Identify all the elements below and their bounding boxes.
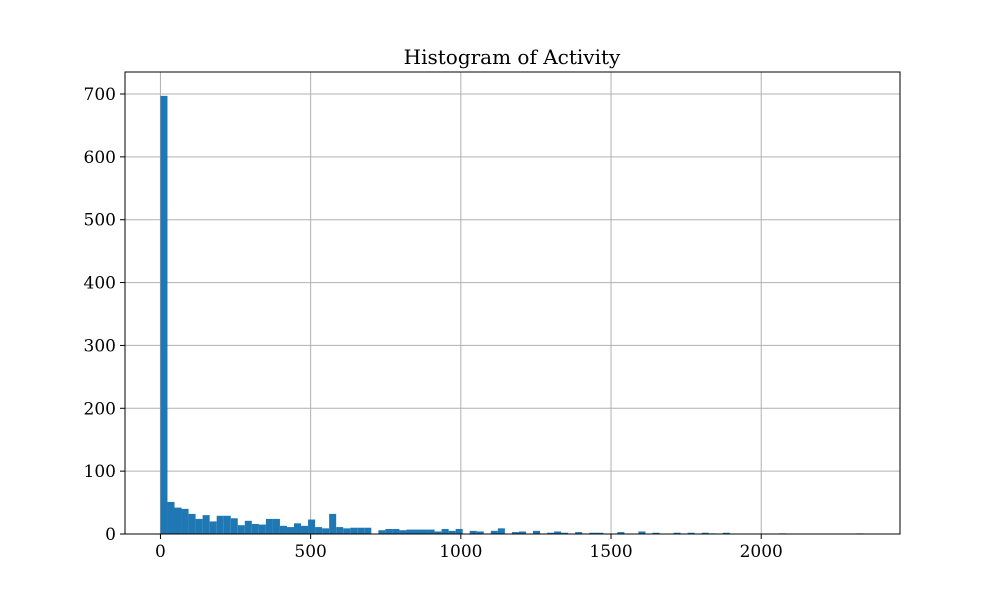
- histogram-bar: [427, 529, 435, 534]
- histogram-bar: [673, 532, 681, 534]
- histogram-bar: [160, 95, 168, 534]
- histogram-bar: [701, 532, 709, 534]
- y-axis: 0 100 200 300 400 500 600 700: [84, 85, 125, 545]
- x-axis: 0 500 1000 1500 2000: [155, 534, 783, 562]
- histogram-bar: [174, 507, 182, 534]
- plot-frame: [124, 71, 901, 535]
- x-tick-label: 1500: [589, 542, 632, 562]
- histogram-bar: [652, 532, 660, 534]
- histogram-bar: [315, 527, 323, 534]
- y-tick-label: 500: [84, 211, 116, 231]
- histogram-bar: [251, 523, 259, 534]
- histogram-bar: [596, 532, 604, 534]
- histogram-bar: [561, 532, 569, 534]
- histogram-bar: [547, 532, 555, 534]
- histogram-bar: [364, 527, 372, 534]
- histogram-bar: [476, 531, 484, 534]
- histogram-bar: [589, 532, 597, 534]
- histogram-bars: [160, 95, 864, 534]
- histogram-bar: [687, 532, 695, 534]
- histogram-bar: [406, 529, 414, 534]
- histogram-bar: [378, 530, 386, 534]
- histogram-bar: [554, 531, 562, 534]
- y-tick-label: 600: [84, 148, 116, 168]
- y-tick-label: 200: [84, 399, 116, 419]
- histogram-bar: [301, 525, 309, 534]
- histogram-bar: [188, 513, 196, 534]
- histogram-bar: [448, 530, 456, 534]
- histogram-bar: [293, 523, 302, 534]
- histogram-bar: [223, 515, 231, 534]
- histogram-bar: [575, 532, 583, 534]
- histogram-bar: [244, 520, 252, 534]
- histogram-bar: [490, 530, 498, 534]
- histogram-bar: [413, 529, 421, 534]
- y-tick-label: 100: [84, 462, 116, 482]
- histogram-bar: [469, 530, 477, 534]
- histogram-bar: [286, 527, 294, 534]
- histogram-bar: [722, 532, 730, 534]
- histogram-bar: [497, 528, 505, 534]
- x-tick-label: 500: [294, 542, 326, 562]
- histogram-bar: [420, 529, 428, 534]
- histogram-bar: [195, 518, 203, 534]
- histogram-bar: [385, 528, 393, 534]
- histogram-bar: [532, 530, 541, 534]
- histogram-bar: [265, 518, 273, 534]
- x-tick-label: 1000: [439, 542, 482, 562]
- histogram-bar: [329, 513, 337, 534]
- y-tick-label: 400: [84, 274, 116, 294]
- histogram-bar: [230, 518, 238, 534]
- histogram-bar: [336, 527, 344, 534]
- histogram-bar: [308, 519, 316, 534]
- histogram-bar: [258, 524, 266, 534]
- histogram-bar: [455, 528, 463, 534]
- histogram-bar: [343, 528, 351, 534]
- histogram-bar: [202, 515, 210, 534]
- histogram-bar: [209, 521, 217, 534]
- histogram-bar: [441, 528, 449, 534]
- histogram-bar: [181, 508, 189, 534]
- histogram-bar: [279, 525, 287, 534]
- histogram-bar: [350, 527, 358, 534]
- histogram-bar: [167, 501, 175, 534]
- histogram-bar: [237, 525, 245, 534]
- grid-lines: [125, 72, 900, 535]
- histogram-bar: [511, 532, 519, 534]
- y-tick-label: 700: [84, 85, 116, 105]
- histogram-bar: [617, 532, 625, 534]
- x-tick-label: 0: [155, 542, 166, 562]
- histogram-bar: [399, 530, 407, 534]
- y-tick-label: 300: [84, 336, 116, 356]
- x-tick-label: 2000: [740, 542, 783, 562]
- histogram-bar: [272, 518, 280, 534]
- y-tick-label: 0: [105, 525, 116, 545]
- histogram-bar: [518, 531, 526, 534]
- chart-title: Histogram of Activity: [404, 45, 621, 69]
- histogram-bar: [392, 528, 400, 534]
- histogram-bar: [322, 528, 330, 534]
- histogram-bar: [216, 515, 224, 534]
- histogram-bar: [434, 531, 442, 534]
- histogram-bar: [357, 527, 365, 534]
- histogram-bar: [638, 531, 646, 534]
